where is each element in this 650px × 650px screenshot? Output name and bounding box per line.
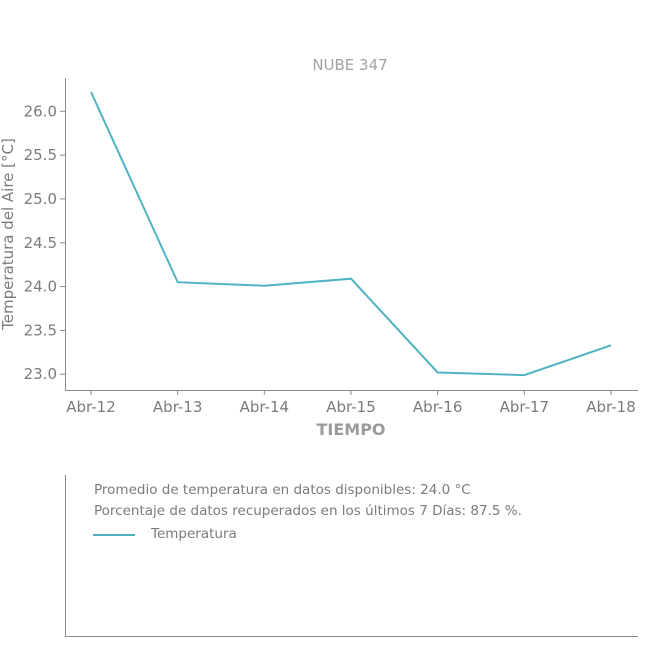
plot-axes [65, 78, 638, 391]
y-tick-label: 23.5 [24, 321, 57, 339]
x-tick-label: Abr-18 [586, 398, 636, 416]
series-group [90, 91, 612, 377]
y-tick-label: 23.0 [24, 365, 57, 383]
y-ticks: 23.0 23.5 24.0 24.5 25.0 25.5 26.0 [24, 102, 65, 383]
x-tick-label: Abr-15 [326, 398, 376, 416]
x-axis-label: TIEMPO [316, 420, 385, 439]
y-tick-label: 25.0 [24, 190, 57, 208]
x-tick-label: Abr-14 [240, 398, 290, 416]
x-tick-label: Abr-13 [153, 398, 203, 416]
legend-label-temperatura: Temperatura [150, 526, 237, 542]
y-tick-label: 26.0 [24, 102, 57, 120]
x-ticks: Abr-12 Abr-13 Abr-14 Abr-15 Abr-16 Abr-17 Abr-… [66, 390, 636, 416]
info-panel: Promedio de temperatura en datos disponi… [65, 475, 638, 637]
y-tick-label: 24.5 [24, 234, 57, 252]
series-line-temperatura [90, 91, 612, 377]
average-temperature-text: Promedio de temperatura en datos disponi… [94, 482, 471, 498]
x-tick-label: Abr-16 [413, 398, 463, 416]
data-recovery-percentage-text: Porcentaje de datos recuperados en los ú… [94, 503, 522, 519]
y-tick-label: 24.0 [24, 278, 57, 296]
x-tick-label: Abr-17 [500, 398, 550, 416]
chart-title: NUBE 347 [312, 56, 387, 74]
y-axis-label: Temperatura del Aire [°C] [0, 138, 17, 331]
y-tick-label: 25.5 [24, 146, 57, 164]
x-tick-label: Abr-12 [66, 398, 116, 416]
